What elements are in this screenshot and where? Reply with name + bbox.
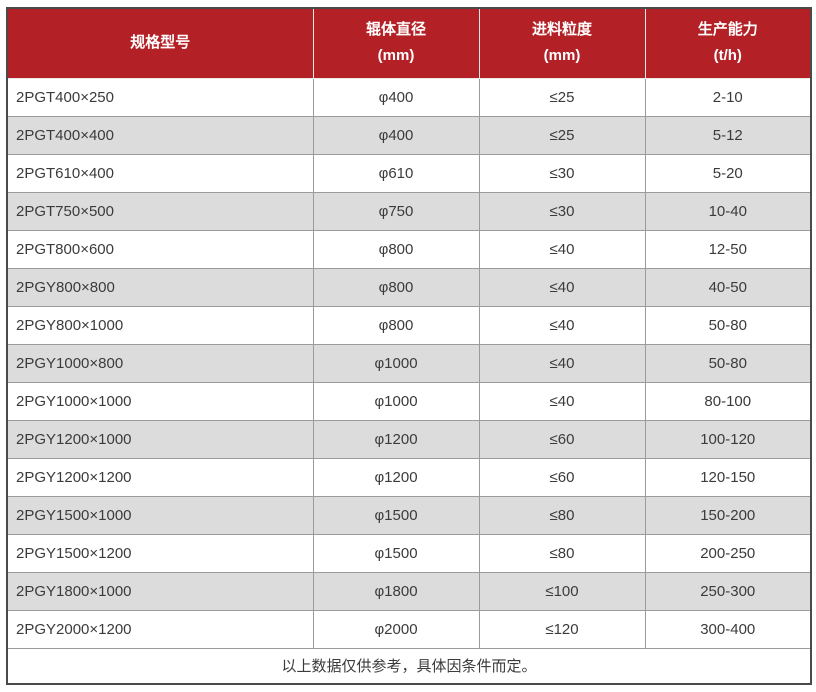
table-cell: φ400: [312, 115, 480, 155]
table-cell: φ1200: [312, 457, 480, 497]
table-cell: ≤80: [478, 495, 646, 535]
table-cell: φ750: [312, 191, 480, 231]
table-row: 2PGY1800×1000 φ1800 ≤100 250-300: [6, 571, 812, 611]
table-cell: φ1500: [312, 533, 480, 573]
header-unit: (t/h): [713, 47, 742, 65]
table-header: 规格型号 辊体直径 (mm) 进料粒度 (mm) 生产能力 (t/h): [6, 7, 812, 79]
table-row: 2PGY1500×1200 φ1500 ≤80 200-250: [6, 533, 812, 573]
table-cell: 120-150: [644, 457, 812, 497]
header-label: 规格型号: [130, 34, 191, 52]
table-cell: 2PGT400×250: [6, 77, 314, 117]
header-label: 进料粒度: [531, 21, 592, 39]
table-cell: φ1500: [312, 495, 480, 535]
table-cell: 2PGY1800×1000: [6, 571, 314, 611]
table-cell: ≤40: [478, 343, 646, 383]
table-cell: 2-10: [644, 77, 812, 117]
table-cell: 2PGT800×600: [6, 229, 314, 269]
table-cell: ≤40: [478, 305, 646, 345]
table-cell: ≤100: [478, 571, 646, 611]
table-cell: 2PGY1000×1000: [6, 381, 314, 421]
table-cell: ≤40: [478, 381, 646, 421]
table-body: 2PGT400×250 φ400 ≤25 2-10 2PGT400×400 φ400 ≤25…: [6, 77, 812, 649]
table-cell: φ1000: [312, 381, 480, 421]
table-row: 2PGT610×400 φ610 ≤30 5-20: [6, 153, 812, 193]
table-cell: ≤25: [478, 115, 646, 155]
table-row: 2PGT400×400 φ400 ≤25 5-12: [6, 115, 812, 155]
table-row: 2PGT800×600 φ800 ≤40 12-50: [6, 229, 812, 269]
table-cell: 2PGY2000×1200: [6, 609, 314, 649]
table-cell: ≤60: [478, 457, 646, 497]
table-cell: φ2000: [312, 609, 480, 649]
table-cell: 2PGY1200×1000: [6, 419, 314, 459]
table-cell: 2PGY800×800: [6, 267, 314, 307]
table-cell: φ400: [312, 77, 480, 117]
table-cell: 12-50: [644, 229, 812, 269]
header-row: 规格型号 辊体直径 (mm) 进料粒度 (mm) 生产能力 (t/h): [6, 7, 812, 79]
header-label: 生产能力: [697, 21, 758, 39]
table-cell: ≤120: [478, 609, 646, 649]
table-footer: 以上数据仅供参考，具体因条件而定。: [6, 647, 812, 685]
table-row: 2PGY1200×1200 φ1200 ≤60 120-150: [6, 457, 812, 497]
table-cell: 2PGT400×400: [6, 115, 314, 155]
table-cell: 100-120: [644, 419, 812, 459]
header-cell-model: 规格型号: [6, 7, 314, 79]
table-cell: 2PGY1500×1000: [6, 495, 314, 535]
table-cell: ≤25: [478, 77, 646, 117]
table-cell: ≤80: [478, 533, 646, 573]
header-unit: (mm): [377, 47, 415, 65]
header-cell-capacity: 生产能力 (t/h): [644, 7, 812, 79]
table-cell: φ610: [312, 153, 480, 193]
table-cell: φ800: [312, 267, 480, 307]
table-cell: 50-80: [644, 343, 812, 383]
table-row: 2PGY1000×800 φ1000 ≤40 50-80: [6, 343, 812, 383]
table-row: 2PGY1000×1000 φ1000 ≤40 80-100: [6, 381, 812, 421]
table-cell: 2PGY1500×1200: [6, 533, 314, 573]
table-cell: 2PGY800×1000: [6, 305, 314, 345]
table-cell: 50-80: [644, 305, 812, 345]
table-cell: 40-50: [644, 267, 812, 307]
header-cell-feed-size: 进料粒度 (mm): [478, 7, 646, 79]
table-cell: 10-40: [644, 191, 812, 231]
table-cell: 2PGT610×400: [6, 153, 314, 193]
table-cell: 200-250: [644, 533, 812, 573]
table-row: 2PGY1200×1000 φ1200 ≤60 100-120: [6, 419, 812, 459]
header-label: 辊体直径: [365, 21, 426, 39]
footer-row: 以上数据仅供参考，具体因条件而定。: [6, 647, 812, 685]
table-cell: ≤40: [478, 229, 646, 269]
table-cell: ≤30: [478, 191, 646, 231]
table-cell: ≤60: [478, 419, 646, 459]
table-cell: φ1000: [312, 343, 480, 383]
table-cell: φ800: [312, 229, 480, 269]
table-row: 2PGT400×250 φ400 ≤25 2-10: [6, 77, 812, 117]
table-cell: 80-100: [644, 381, 812, 421]
table-cell: 300-400: [644, 609, 812, 649]
table-cell: 2PGT750×500: [6, 191, 314, 231]
table-row: 2PGT750×500 φ750 ≤30 10-40: [6, 191, 812, 231]
header-unit: (mm): [543, 47, 581, 65]
table-cell: ≤30: [478, 153, 646, 193]
table-cell: φ1800: [312, 571, 480, 611]
footnote: 以上数据仅供参考，具体因条件而定。: [6, 647, 812, 685]
table-cell: 2PGY1200×1200: [6, 457, 314, 497]
table-cell: φ800: [312, 305, 480, 345]
spec-table: 规格型号 辊体直径 (mm) 进料粒度 (mm) 生产能力 (t/h) 2PGT…: [6, 7, 812, 685]
table-cell: 5-12: [644, 115, 812, 155]
table-cell: 2PGY1000×800: [6, 343, 314, 383]
table-cell: ≤40: [478, 267, 646, 307]
table-cell: 250-300: [644, 571, 812, 611]
table-cell: φ1200: [312, 419, 480, 459]
table-cell: 5-20: [644, 153, 812, 193]
table-row: 2PGY800×800 φ800 ≤40 40-50: [6, 267, 812, 307]
header-cell-roller-diameter: 辊体直径 (mm): [312, 7, 480, 79]
table-row: 2PGY2000×1200 φ2000 ≤120 300-400: [6, 609, 812, 649]
table-cell: 150-200: [644, 495, 812, 535]
table-row: 2PGY1500×1000 φ1500 ≤80 150-200: [6, 495, 812, 535]
table-row: 2PGY800×1000 φ800 ≤40 50-80: [6, 305, 812, 345]
